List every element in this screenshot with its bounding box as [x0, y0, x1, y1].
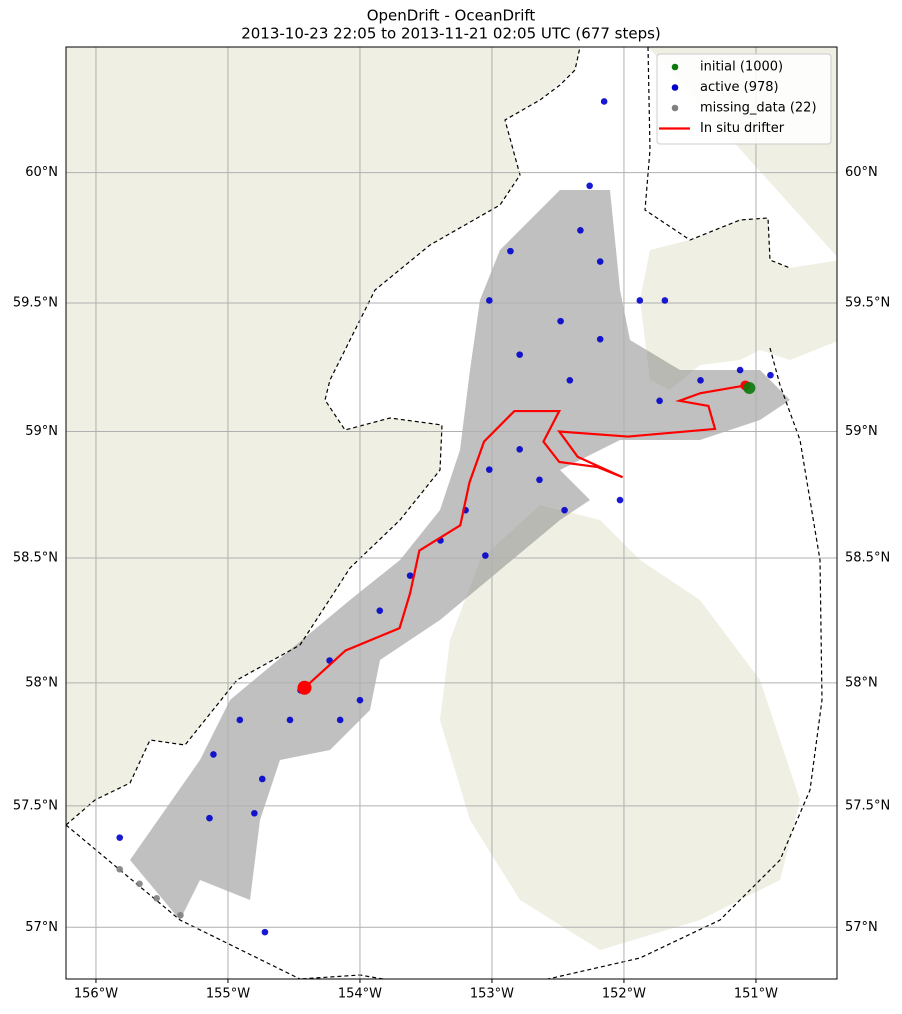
particle: [516, 445, 523, 453]
basemap: [66, 47, 837, 979]
x-tick-label: 156°W: [74, 987, 118, 1002]
particle: [482, 552, 489, 559]
legend-label: missing_data (22): [700, 101, 817, 116]
model-boundary: [66, 47, 823, 979]
particle: [507, 247, 514, 255]
particle: [210, 751, 217, 758]
y-tick-label-right: 57.5°N: [845, 798, 890, 813]
trajectories: [130, 190, 790, 920]
chart-title: OpenDrift - OceanDrift: [367, 7, 536, 25]
legend-swatch: [671, 63, 679, 71]
particle: [356, 696, 364, 704]
legend-label: active (978): [700, 80, 779, 95]
particle: [586, 182, 593, 190]
particle: [536, 476, 543, 484]
y-tick-label: 58.5°N: [13, 551, 58, 566]
particle: [376, 607, 384, 614]
particle: [261, 928, 269, 936]
y-tick-label: 59.5°N: [13, 296, 58, 311]
particle: [516, 351, 523, 358]
particle: [697, 377, 704, 384]
land: [66, 47, 580, 825]
legend-swatch: [671, 84, 679, 91]
particle: [486, 297, 493, 304]
legend: [656, 53, 832, 145]
y-tick-label: 57°N: [25, 920, 58, 935]
y-tick-label: 58°N: [25, 675, 58, 690]
y-tick-label-right: 59.5°N: [845, 296, 890, 311]
drifter-start: [297, 680, 312, 695]
particle: [336, 716, 344, 724]
y-tick-label-right: 57°N: [845, 920, 878, 935]
y-tick-label-right: 60°N: [845, 165, 878, 180]
particle: [596, 335, 604, 343]
chart-subtitle: 2013-10-23 22:05 to 2013-11-21 02:05 UTC…: [241, 25, 661, 43]
y-tick-label-right: 59°N: [845, 424, 878, 439]
particle: [236, 716, 244, 724]
particle: [406, 572, 414, 579]
particle: [656, 397, 663, 405]
particle: [116, 865, 124, 873]
particle: [600, 98, 608, 105]
particle: [153, 895, 160, 902]
x-tick-label: 153°W: [470, 987, 514, 1002]
legend-label: In situ drifter: [700, 121, 785, 136]
particle: [566, 377, 574, 384]
particle: [596, 258, 604, 265]
particle: [206, 814, 213, 822]
x-tick-label: 155°W: [206, 987, 250, 1002]
particle: [258, 775, 266, 783]
y-tick-label-right: 58°N: [845, 675, 878, 690]
legend-swatch: [671, 104, 679, 112]
data-layer: [116, 98, 774, 936]
particle: [661, 297, 669, 304]
y-tick-label-right: 58.5°N: [845, 551, 890, 566]
particle: [743, 382, 756, 395]
y-tick-label: 59°N: [25, 424, 58, 439]
particle: [636, 297, 644, 304]
x-tick-label: 152°W: [602, 987, 646, 1002]
particle: [116, 834, 124, 841]
particle: [736, 366, 744, 374]
particle: [561, 506, 568, 514]
legend-entries: initial (1000) active (978) missing_data (…: [659, 60, 817, 136]
y-tick-label: 57.5°N: [13, 798, 58, 813]
land: [440, 505, 800, 950]
particle: [136, 880, 143, 888]
particle: [486, 466, 493, 473]
particle: [767, 371, 774, 379]
plot-frame: [65, 46, 838, 980]
x-tick-label: 154°W: [338, 987, 382, 1002]
particle: [557, 317, 564, 325]
y-tick-label: 60°N: [25, 165, 58, 180]
legend-label: initial (1000): [700, 60, 783, 75]
particle: [577, 226, 584, 234]
particle: [177, 911, 184, 919]
particle: [251, 809, 258, 817]
particle: [616, 496, 624, 504]
drifter-track: [303, 384, 746, 689]
grid: 156°W 155°W 154°W 153°W 152°W 151°W 57°N 57°N 57…: [13, 47, 890, 1002]
particle: [286, 716, 294, 724]
x-tick-label: 151°W: [734, 987, 778, 1002]
